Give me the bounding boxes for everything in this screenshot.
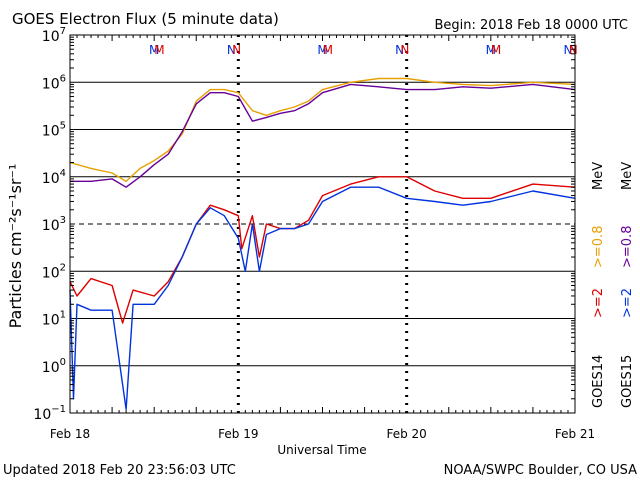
series-line — [70, 83, 576, 188]
legend-item: >=2 — [591, 288, 606, 318]
y-tick-label: 103 — [42, 215, 66, 234]
marker-label: N — [232, 43, 241, 57]
x-tick-label: Feb 19 — [218, 427, 258, 441]
legend-unit: MeV — [591, 162, 606, 190]
marker-labels: MM NN MM NN MM NN — [149, 43, 578, 57]
marker-label: N — [569, 43, 578, 57]
marker-label: M — [317, 43, 327, 57]
marker-label: N — [400, 43, 409, 57]
y-tick-label: 107 — [42, 26, 66, 45]
y-tick-label: 105 — [42, 121, 66, 140]
legend-satellite: GOES14 — [591, 355, 606, 408]
updated-label: Updated 2018 Feb 20 23:56:03 UTC — [3, 463, 236, 478]
x-tick-label: Feb 18 — [50, 427, 90, 441]
legend-unit: MeV — [620, 162, 635, 190]
marker-label: N — [395, 43, 404, 57]
y-tick-label: 100 — [42, 357, 66, 376]
legend-satellite: GOES15 — [620, 355, 635, 408]
legend-item: >=0.8 — [591, 226, 606, 268]
x-axis-label: Universal Time — [277, 443, 366, 457]
y-tick-label: 106 — [42, 73, 66, 92]
series-line — [69, 186, 576, 410]
grid-lines — [70, 81, 575, 367]
marker-label: N — [563, 43, 572, 57]
legend-item: >=2 — [620, 288, 635, 318]
begin-label: Begin: 2018 Feb 18 0000 UTC — [434, 18, 628, 33]
chart-title: GOES Electron Flux (5 minute data) — [12, 10, 279, 28]
legend: GOES14 >=2 >=0.8 MeV GOES15 >=2 >=0.8 MeV — [591, 162, 635, 408]
y-tick-label: 104 — [42, 168, 66, 187]
marker-label: M — [149, 43, 159, 57]
marker-label: M — [154, 43, 164, 57]
y-tick-label: 10−1 — [33, 404, 66, 423]
x-tick-label: Feb 20 — [386, 427, 426, 441]
series-lines — [69, 77, 576, 410]
y-axis-label: Particles cm⁻²s⁻¹sr⁻¹ — [6, 164, 25, 329]
y-tick-label: 101 — [42, 310, 66, 329]
y-tick-label: 102 — [42, 262, 66, 281]
series-line — [69, 77, 576, 183]
marker-label: M — [323, 43, 333, 57]
series-line — [69, 176, 576, 324]
y-tick-labels: 10−1 100 101 102 103 104 105 106 107 — [33, 26, 575, 423]
marker-label: M — [486, 43, 496, 57]
legend-item: >=0.8 — [620, 226, 635, 268]
x-tick-label: Feb 21 — [555, 427, 595, 441]
marker-label: N — [227, 43, 236, 57]
credit-label: NOAA/SWPC Boulder, CO USA — [444, 463, 637, 478]
marker-label: M — [491, 43, 501, 57]
x-tick-labels: Feb 18 Feb 19 Feb 20 Feb 21 — [50, 35, 595, 441]
